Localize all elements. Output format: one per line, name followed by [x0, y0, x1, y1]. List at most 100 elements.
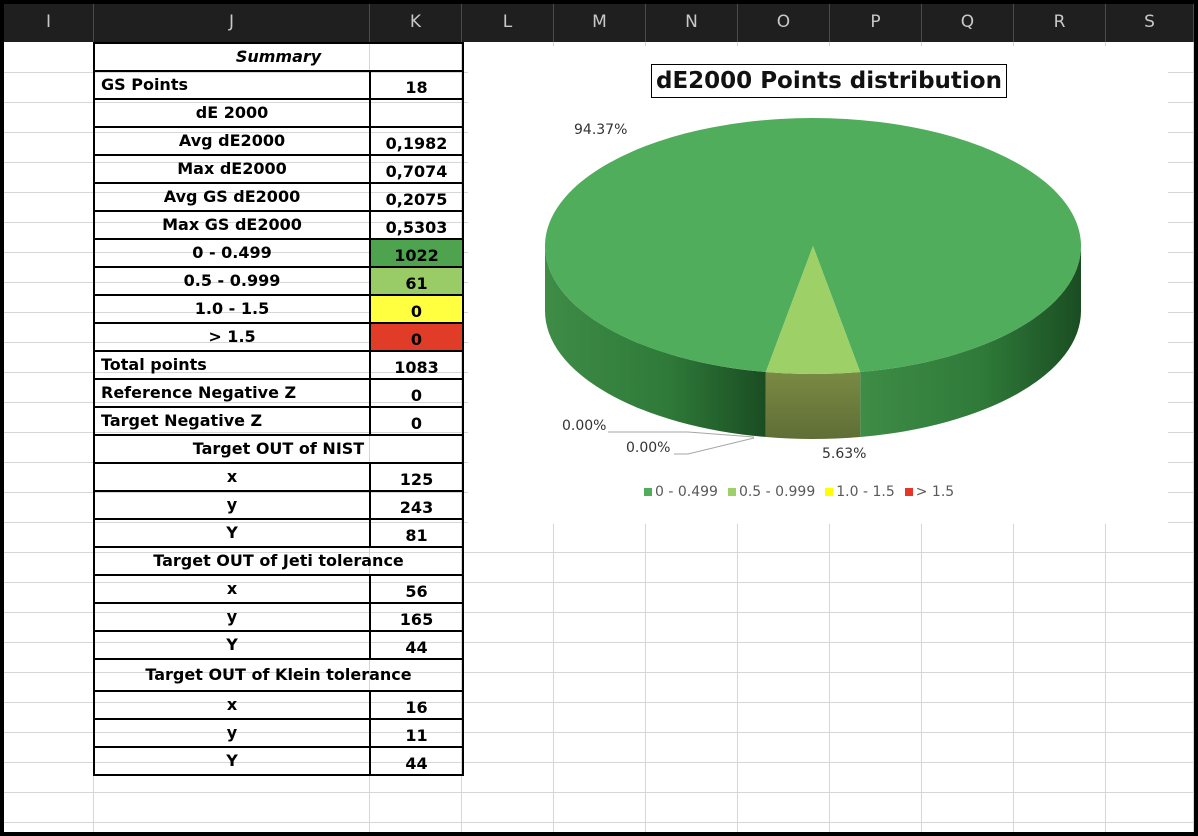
target-negative-z-label[interactable]: Target Negative Z: [93, 406, 371, 436]
slice-side-1: [765, 372, 861, 439]
nist-row-0-label[interactable]: x: [93, 462, 371, 492]
total-points-value[interactable]: 1083: [369, 350, 464, 380]
pie-chart[interactable]: dE2000 Points distribution 94.37% 5.63% …: [468, 46, 1168, 524]
slice-side-0-left: [545, 246, 766, 438]
grid-row-line: [4, 732, 1194, 733]
grid-column-line: [461, 42, 462, 832]
legend-entry-2: 1.0 - 1.5: [825, 484, 895, 500]
column-header-Q[interactable]: Q: [922, 4, 1014, 42]
target-negative-z-value[interactable]: 0: [369, 406, 464, 436]
grid-row-line: [4, 762, 1194, 763]
grid-row-line: [4, 822, 1194, 823]
klein-row-2-value[interactable]: 44: [369, 746, 464, 776]
klein-row-1-label[interactable]: y: [93, 718, 371, 748]
data-label-1: 5.63%: [822, 446, 867, 462]
legend-swatch-1: [727, 488, 736, 496]
nist-row-1-value[interactable]: 243: [369, 490, 464, 520]
bucket-3-value[interactable]: 0: [369, 322, 464, 352]
pie-plot-area: [545, 117, 1081, 455]
reference-negative-z-value[interactable]: 0: [369, 378, 464, 408]
chart-legend: 0 - 0.499 0.5 - 0.999 1.0 - 1.5 > 1.5: [644, 484, 964, 500]
bucket-1-label[interactable]: 0.5 - 0.999: [93, 266, 371, 296]
legend-swatch-0: [644, 488, 652, 496]
slice-top-1: [765, 246, 861, 374]
bucket-3-label[interactable]: > 1.5: [93, 322, 371, 352]
stat-0-value[interactable]: 0,1982: [369, 126, 464, 156]
gs-points-value[interactable]: 18: [369, 70, 464, 100]
jeti-row-0-value[interactable]: 56: [369, 574, 464, 604]
slice-top-0: [545, 117, 1081, 373]
data-label-0: 94.37%: [574, 122, 628, 138]
de2000-header-value[interactable]: [369, 98, 464, 128]
stat-1-value[interactable]: 0,7074: [369, 154, 464, 184]
klein-row-0-value[interactable]: 16: [369, 690, 464, 720]
legend-label-3: > 1.5: [915, 484, 955, 500]
column-header-M[interactable]: M: [554, 4, 646, 42]
stat-0-label[interactable]: Avg dE2000: [93, 126, 371, 156]
jeti-row-0-label[interactable]: x: [93, 574, 371, 604]
summary-title-cell[interactable]: Summary: [93, 42, 464, 72]
bucket-0-label[interactable]: 0 - 0.499: [93, 238, 371, 268]
jeti-header[interactable]: Target OUT of Jeti tolerance: [93, 546, 464, 576]
nist-header[interactable]: Target OUT of NIST: [93, 434, 464, 464]
column-header-L[interactable]: L: [462, 4, 554, 42]
grid-row-line: [4, 702, 1194, 703]
column-header-I[interactable]: I: [4, 4, 94, 42]
legend-entry-1: 0.5 - 0.999: [727, 484, 816, 500]
grid-row-line: [4, 552, 1194, 553]
column-header-S[interactable]: S: [1106, 4, 1194, 42]
klein-row-2-label[interactable]: Y: [93, 746, 371, 776]
grid-column-line: [1193, 42, 1194, 832]
slice-side-0-right: [860, 246, 1081, 438]
legend-label-0: 0 - 0.499: [655, 484, 718, 500]
nist-row-2-value[interactable]: 81: [369, 518, 464, 548]
stat-3-value[interactable]: 0,5303: [369, 210, 464, 240]
grid-row-line: [4, 612, 1194, 613]
legend-swatch-2: [825, 488, 834, 496]
nist-row-0-value[interactable]: 125: [369, 462, 464, 492]
column-header-O[interactable]: O: [738, 4, 830, 42]
bucket-2-value[interactable]: 0: [369, 294, 464, 324]
nist-row-2-label[interactable]: Y: [93, 518, 371, 548]
reference-negative-z-label[interactable]: Reference Negative Z: [93, 378, 371, 408]
grid-row-line: [4, 582, 1194, 583]
column-header-K[interactable]: K: [370, 4, 462, 42]
bucket-1-value[interactable]: 61: [369, 266, 464, 296]
legend-label-2: 1.0 - 1.5: [836, 484, 895, 500]
de2000-header-label[interactable]: dE 2000: [93, 98, 371, 128]
legend-swatch-3: [904, 488, 913, 496]
grid-row-line: [4, 642, 1194, 643]
data-label-2: 0.00%: [562, 418, 607, 434]
jeti-row-2-value[interactable]: 44: [369, 630, 464, 660]
total-points-label[interactable]: Total points: [93, 350, 371, 380]
grid-row-line: [4, 792, 1194, 793]
bucket-2-label[interactable]: 1.0 - 1.5: [93, 294, 371, 324]
legend-label-1: 0.5 - 0.999: [738, 484, 816, 500]
klein-row-1-value[interactable]: 11: [369, 718, 464, 748]
jeti-row-1-value[interactable]: 165: [369, 602, 464, 632]
stat-2-value[interactable]: 0,2075: [369, 182, 464, 212]
jeti-row-1-label[interactable]: y: [93, 602, 371, 632]
bucket-0-value[interactable]: 1022: [369, 238, 464, 268]
chart-title: dE2000 Points distribution: [651, 64, 1007, 98]
stat-3-label[interactable]: Max GS dE2000: [93, 210, 371, 240]
data-label-3: 0.00%: [626, 440, 671, 456]
leader-line-3: [674, 437, 755, 455]
grid-row-line: [4, 672, 1194, 673]
grid-column-line: [369, 42, 370, 832]
jeti-row-2-label[interactable]: Y: [93, 630, 371, 660]
klein-row-0-label[interactable]: x: [93, 690, 371, 720]
stat-2-label[interactable]: Avg GS dE2000: [93, 182, 371, 212]
nist-row-1-label[interactable]: y: [93, 490, 371, 520]
column-header-R[interactable]: R: [1014, 4, 1106, 42]
column-header-P[interactable]: P: [830, 4, 922, 42]
gs-points-label[interactable]: GS Points: [93, 70, 371, 100]
klein-header[interactable]: Target OUT of Klein tolerance: [93, 658, 464, 692]
stat-1-label[interactable]: Max dE2000: [93, 154, 371, 184]
legend-entry-3: > 1.5: [904, 484, 955, 500]
column-header-J[interactable]: J: [94, 4, 370, 42]
column-header-N[interactable]: N: [646, 4, 738, 42]
leader-line-2: [608, 431, 755, 438]
